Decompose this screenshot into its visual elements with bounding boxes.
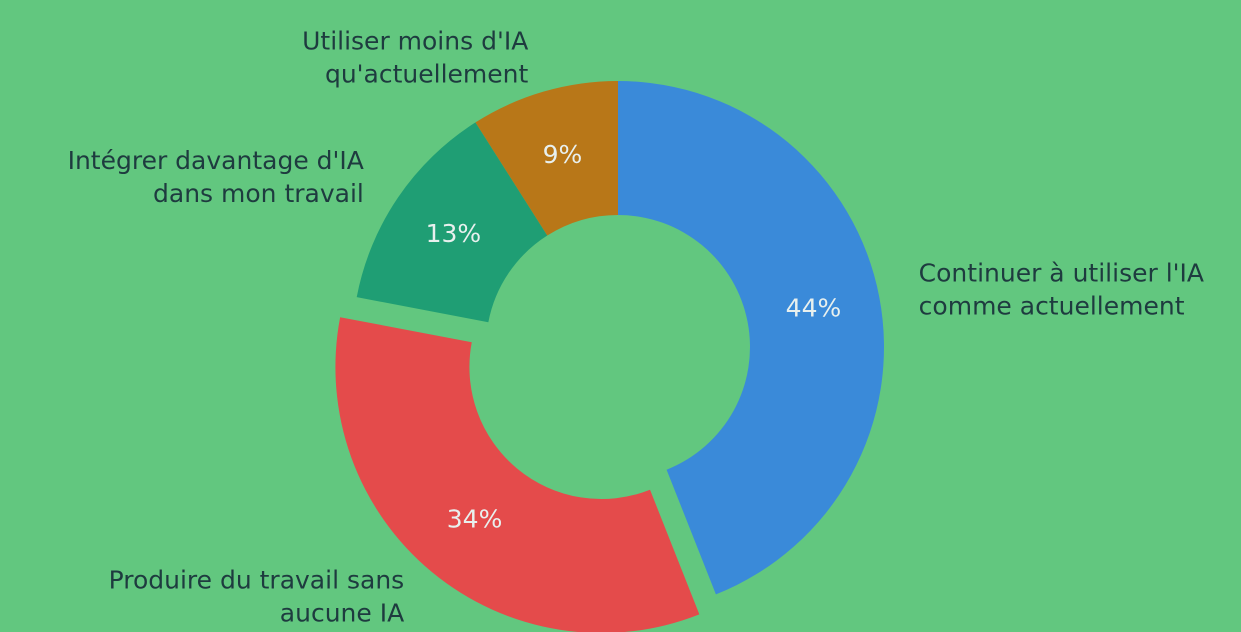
category-line: aucune IA [280, 599, 404, 628]
slice [475, 81, 618, 236]
category-line: dans mon travail [153, 179, 364, 208]
value-label: 44% [786, 294, 842, 323]
category-label: Continuer à utiliser l'IA comme actuellem… [919, 258, 1204, 320]
category-label: Utiliser moins d'IA qu'actuellement [302, 26, 528, 88]
value-label: 34% [447, 504, 503, 533]
category-line: comme actuellement [919, 291, 1185, 320]
category-label: Intégrer davantage d'IA dans mon travail [68, 146, 364, 208]
value-label: 13% [426, 219, 482, 248]
slice [618, 81, 885, 595]
value-label: 9% [543, 140, 583, 169]
category-line: Intégrer davantage d'IA [68, 146, 364, 175]
category-line: Continuer à utiliser l'IA [919, 258, 1204, 287]
slice [335, 317, 700, 632]
category-line: Produire du travail sans [109, 566, 405, 595]
slice [356, 122, 548, 323]
category-label: Produire du travail sans aucune IA [109, 566, 405, 628]
category-line: Utiliser moins d'IA [302, 26, 528, 55]
category-line: qu'actuellement [325, 59, 529, 88]
